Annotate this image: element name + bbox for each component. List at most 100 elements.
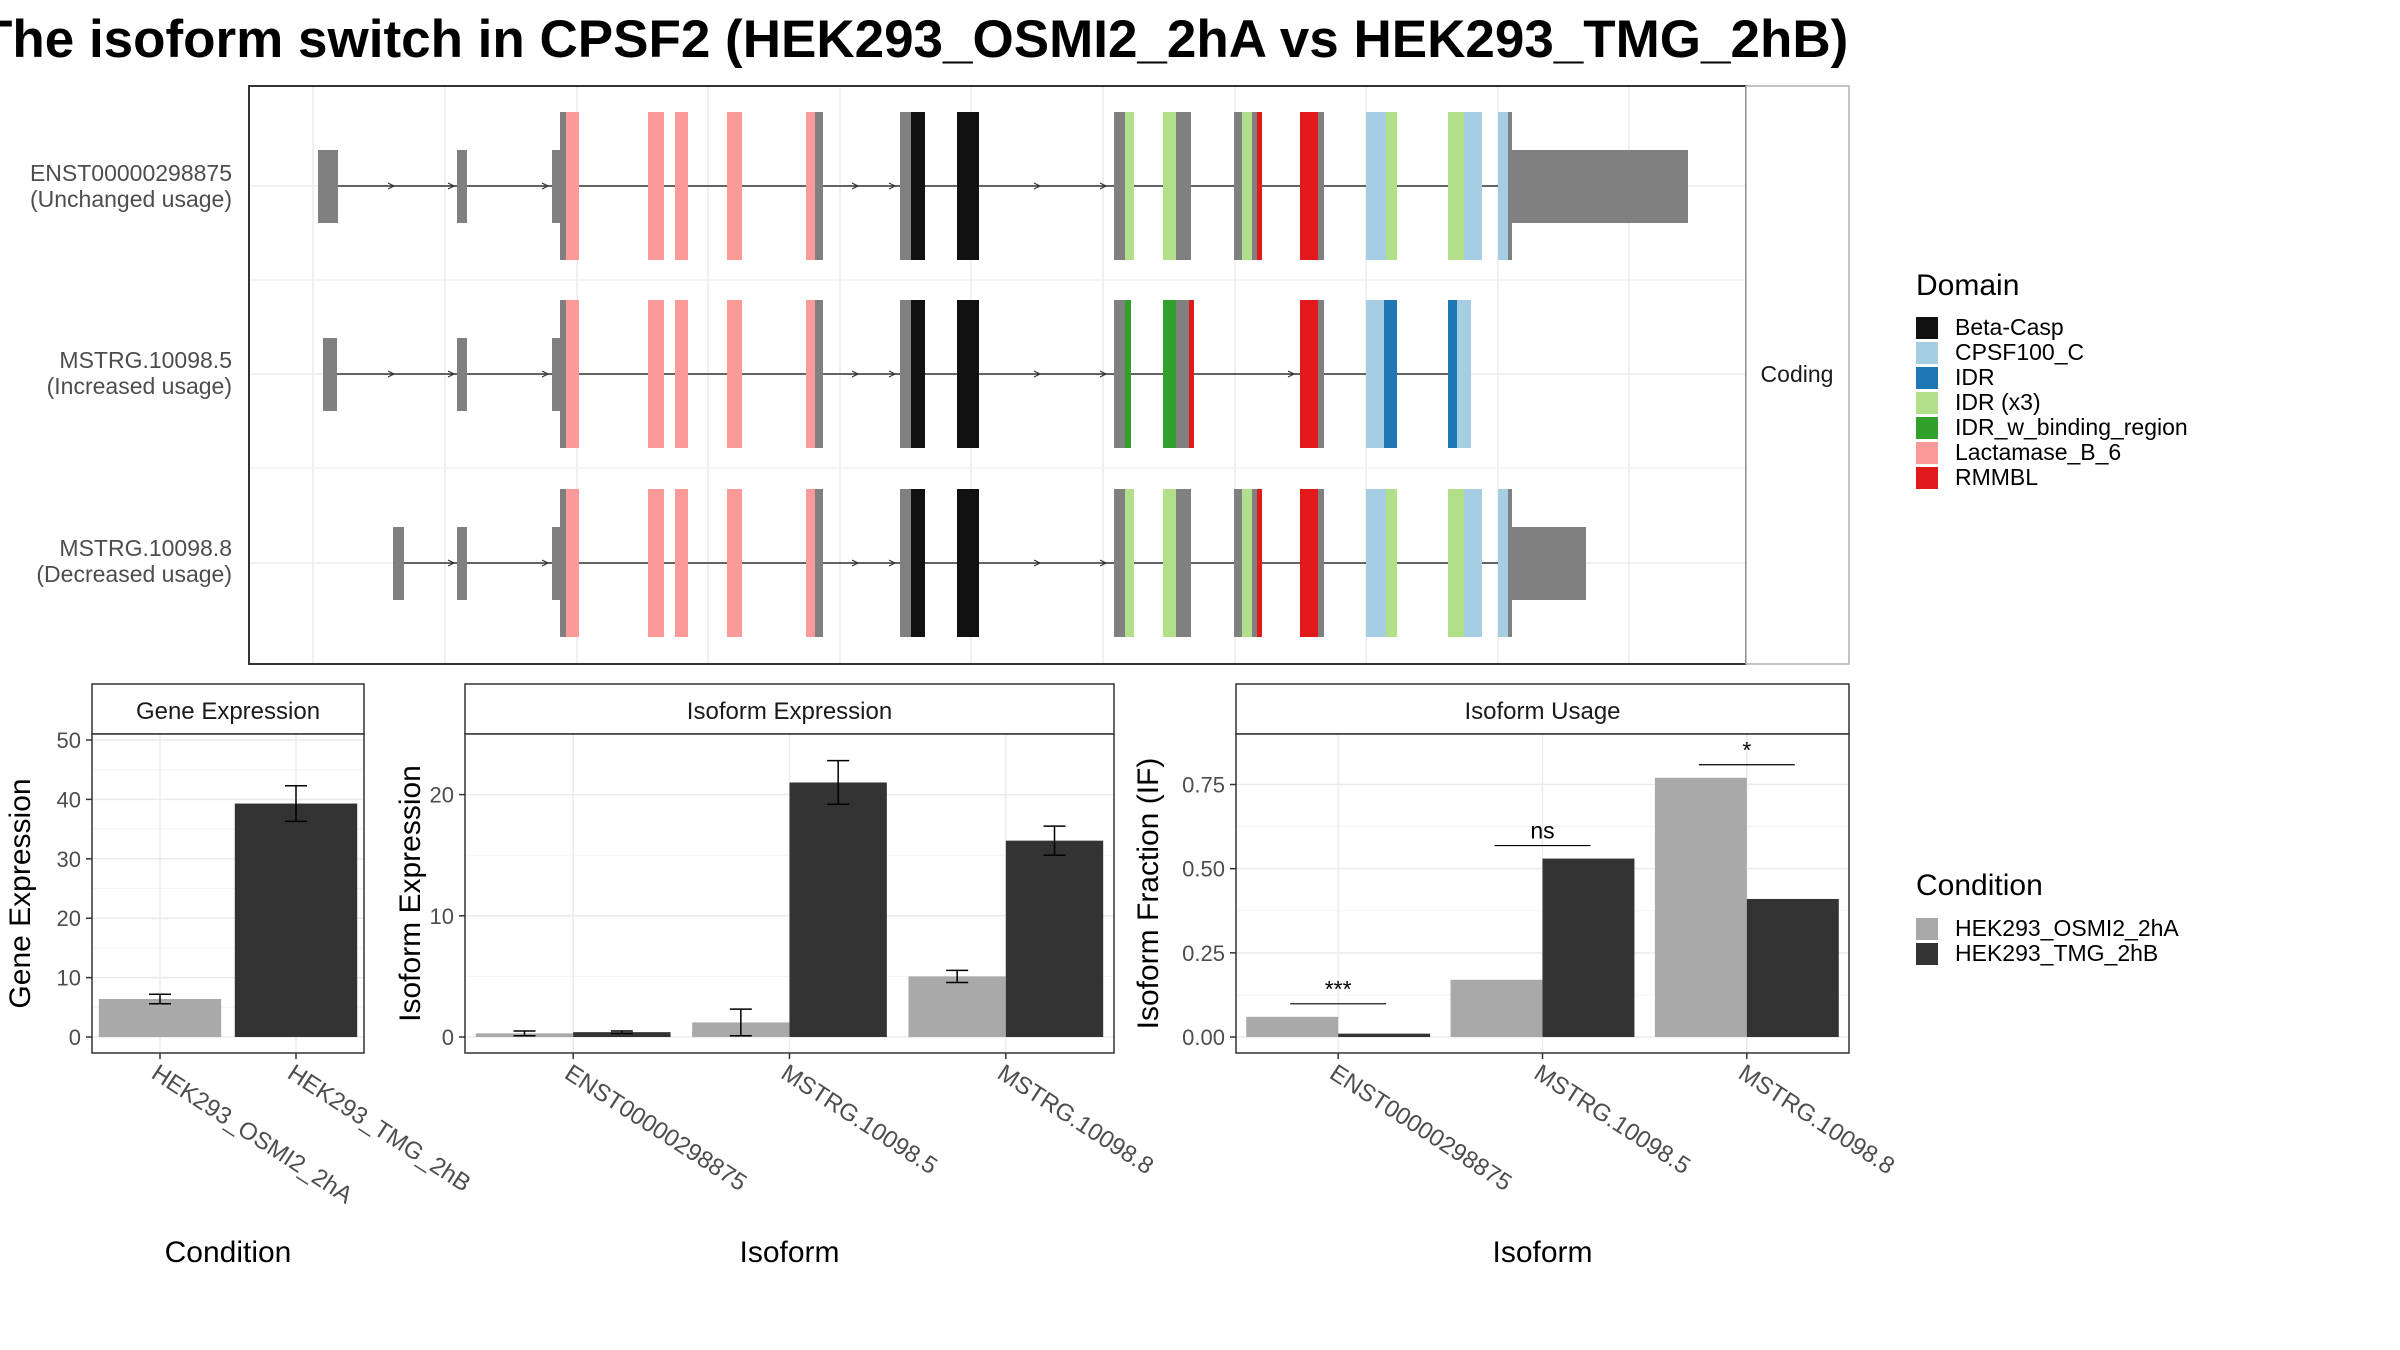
coding-exon-lac (566, 112, 579, 260)
structure-panel-frame (248, 85, 1747, 665)
isoform-structure-row (393, 489, 1586, 637)
utr-exon (318, 150, 338, 223)
coding-exon-ex (1508, 112, 1512, 260)
condition-legend-key (1916, 943, 1938, 965)
bar (1654, 777, 1747, 1037)
coding-exon-idr3 (1242, 489, 1252, 637)
coding-exon-rm (1300, 300, 1318, 448)
coding-exon-ex (560, 489, 566, 637)
coding-exon-ex (815, 300, 823, 448)
bar (1450, 979, 1543, 1037)
coding-exon-cp (1498, 112, 1508, 260)
coding-exon-lac (566, 300, 579, 448)
coding-exon-idr3 (1386, 489, 1397, 637)
coding-exon-cp (1366, 489, 1386, 637)
intron-arrow (1099, 370, 1108, 378)
panel-title: Isoform Expression (687, 698, 892, 725)
bar (789, 782, 887, 1037)
isoform-label-2-status: (Increased usage) (47, 373, 232, 399)
coding-exon-ex (1114, 489, 1125, 637)
x-tick-label: MSTRG.10098.8 (993, 1059, 1159, 1180)
intron-arrow (387, 182, 396, 190)
domain-legend-key (1916, 342, 1938, 364)
coding-exon-idr (1384, 300, 1397, 448)
intron-arrow (888, 182, 897, 190)
strip-frame (1745, 85, 1850, 665)
intron-arrow (851, 559, 860, 567)
domain-legend-label: CPSF100_C (1955, 339, 2084, 365)
x-tick-label: ENST00000298875 (560, 1059, 752, 1196)
bar (234, 803, 358, 1037)
coding-exon-cp (1366, 300, 1384, 448)
y-tick-label: 10 (57, 966, 81, 991)
intron-arrow (541, 182, 550, 190)
coding-exon-ex (1176, 300, 1189, 448)
coding-exon-ex (1318, 489, 1324, 637)
coding-exon-lac (806, 489, 815, 637)
coding-exon-ex (900, 300, 911, 448)
y-axis-title: Gene Expression (4, 778, 37, 1008)
coding-exon-cp (1464, 489, 1482, 637)
intron-arrow (851, 370, 860, 378)
coding-exon-lac (648, 300, 664, 448)
coding-exon-ex (1176, 112, 1191, 260)
bar (1338, 1033, 1431, 1037)
coding-exon-bc (957, 112, 979, 260)
coding-exon-bc (957, 489, 979, 637)
bar (908, 976, 1006, 1037)
x-axis-title: Isoform (739, 1236, 839, 1269)
utr-exon (1512, 527, 1586, 600)
isoform-structure-panel: Coding ENST00000298875 (Unchanged usage)… (30, 85, 1850, 665)
intron-arrow (1033, 559, 1042, 567)
coding-exon-ex (1176, 489, 1191, 637)
intron-arrow (1033, 182, 1042, 190)
y-tick-label: 50 (57, 728, 81, 753)
x-tick-label: MSTRG.10098.5 (776, 1059, 942, 1180)
significance-label: *** (1325, 976, 1352, 1002)
isoform-structure-row (318, 112, 1688, 260)
y-tick-label: 40 (57, 787, 81, 812)
coding-exon-lac (727, 300, 742, 448)
bar (98, 998, 222, 1037)
y-tick-label: 0.00 (1182, 1025, 1225, 1050)
coding-exon-ex (815, 489, 823, 637)
coding-exon-idr (1448, 300, 1457, 448)
coding-exon-ex (1318, 300, 1324, 448)
coding-exon-bc (911, 112, 925, 260)
bar (1246, 1016, 1339, 1037)
intron-arrow (541, 559, 550, 567)
coding-exon-ex (1252, 112, 1257, 260)
panel-title: Isoform Usage (1464, 698, 1620, 725)
coding-exon-lac (675, 112, 688, 260)
isoform-label-3-name: MSTRG.10098.8 (59, 535, 232, 561)
bar (1746, 898, 1839, 1037)
coding-exon-idr3 (1163, 489, 1176, 637)
coding-exon-ex (1252, 489, 1257, 637)
coding-exon-idrw (1163, 300, 1176, 448)
utr-exon (393, 527, 404, 600)
y-tick-label: 0 (442, 1025, 454, 1050)
utr-exon (552, 150, 560, 223)
x-tick-label: ENST00000298875 (1325, 1059, 1517, 1196)
domain-legend-label: Beta-Casp (1955, 314, 2064, 340)
panel-strip (464, 683, 1115, 735)
y-axis-title: Isoform Fraction (IF) (1132, 758, 1165, 1030)
coding-exon-ex (560, 300, 566, 448)
coding-exon-ex (1318, 112, 1324, 260)
y-tick-label: 0.50 (1182, 857, 1225, 882)
x-axis-title: Condition (165, 1236, 292, 1269)
coding-exon-ex (1114, 112, 1125, 260)
domain-legend-label: IDR (1955, 364, 1995, 390)
coding-exon-rm (1257, 489, 1262, 637)
intron-arrow (447, 182, 456, 190)
strip-label: Coding (1761, 361, 1834, 387)
coding-exon-rm (1300, 112, 1318, 260)
domain-legend-key (1916, 367, 1938, 389)
y-axis-title: Isoform Expression (394, 765, 427, 1022)
bar (1542, 858, 1635, 1037)
intron-arrow (387, 370, 396, 378)
intron-arrow (541, 370, 550, 378)
isoform-label-1-status: (Unchanged usage) (30, 186, 232, 212)
